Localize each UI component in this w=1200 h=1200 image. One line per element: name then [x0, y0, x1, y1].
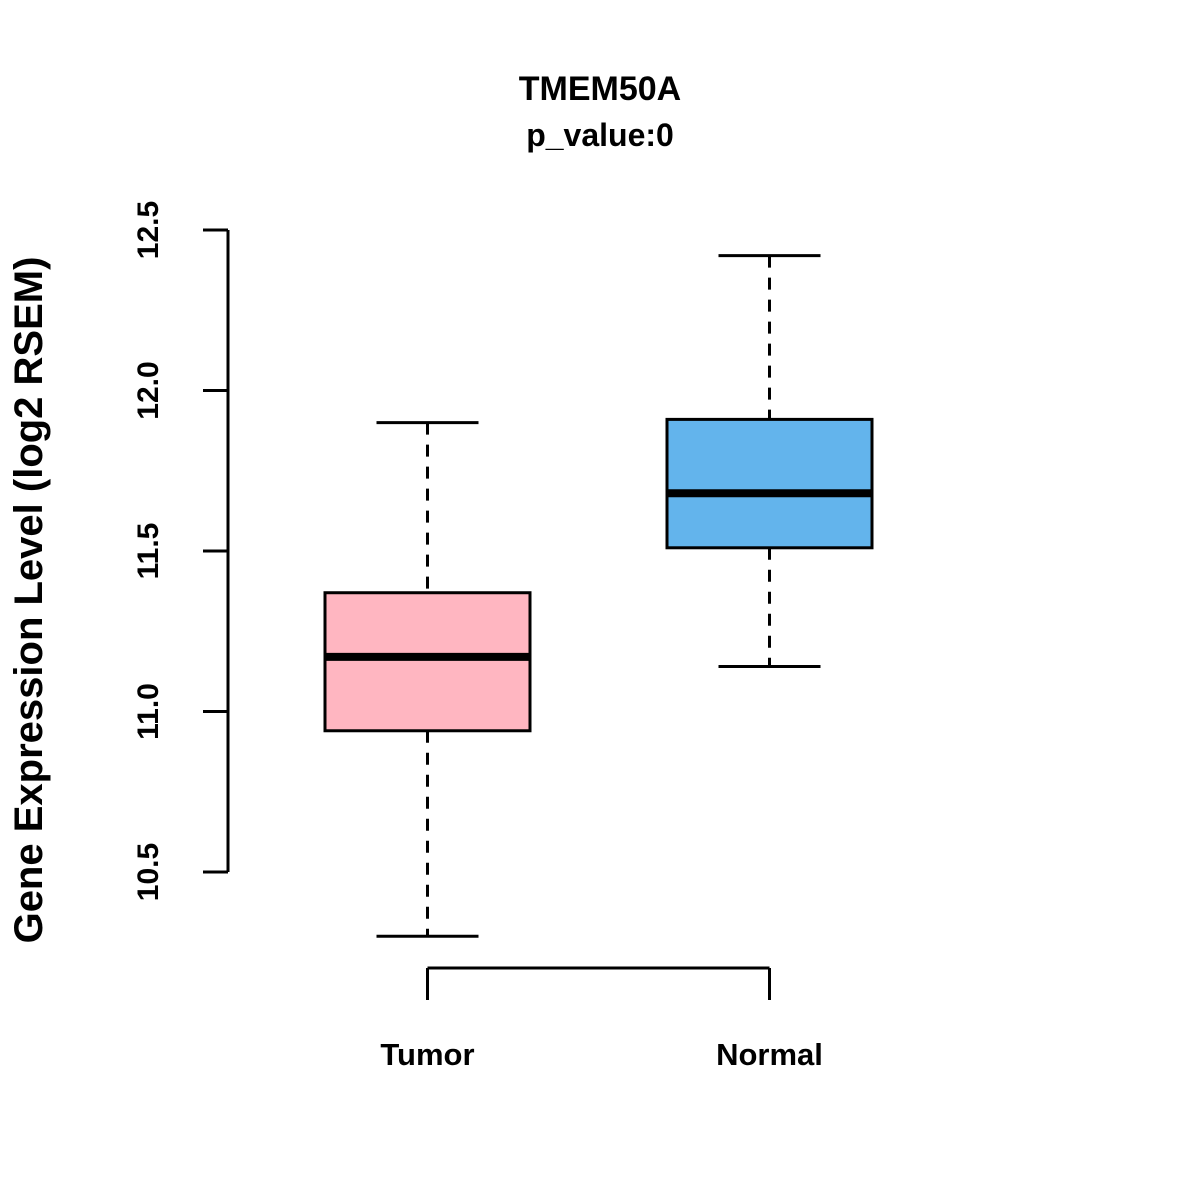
box-tumor	[323, 591, 532, 733]
y-tick-label: 11.5	[132, 523, 165, 580]
y-tick-label: 12.0	[132, 361, 165, 419]
y-tick-label: 10.5	[132, 843, 165, 901]
y-axis-title: Gene Expression Level (log2 RSEM)	[7, 257, 51, 944]
box-normal	[665, 417, 874, 550]
y-tick-label: 11.0	[132, 683, 165, 740]
y-tick-label: 12.5	[132, 201, 165, 259]
chart-subtitle: p_value:0	[526, 117, 674, 153]
category-label-normal: Normal	[716, 1037, 823, 1072]
plot-area: 10.5 11.0 11.5 12.0 12.5 Tumor Normal	[132, 201, 874, 1072]
chart-title: TMEM50A	[519, 70, 681, 108]
category-label-tumor: Tumor	[380, 1037, 474, 1072]
